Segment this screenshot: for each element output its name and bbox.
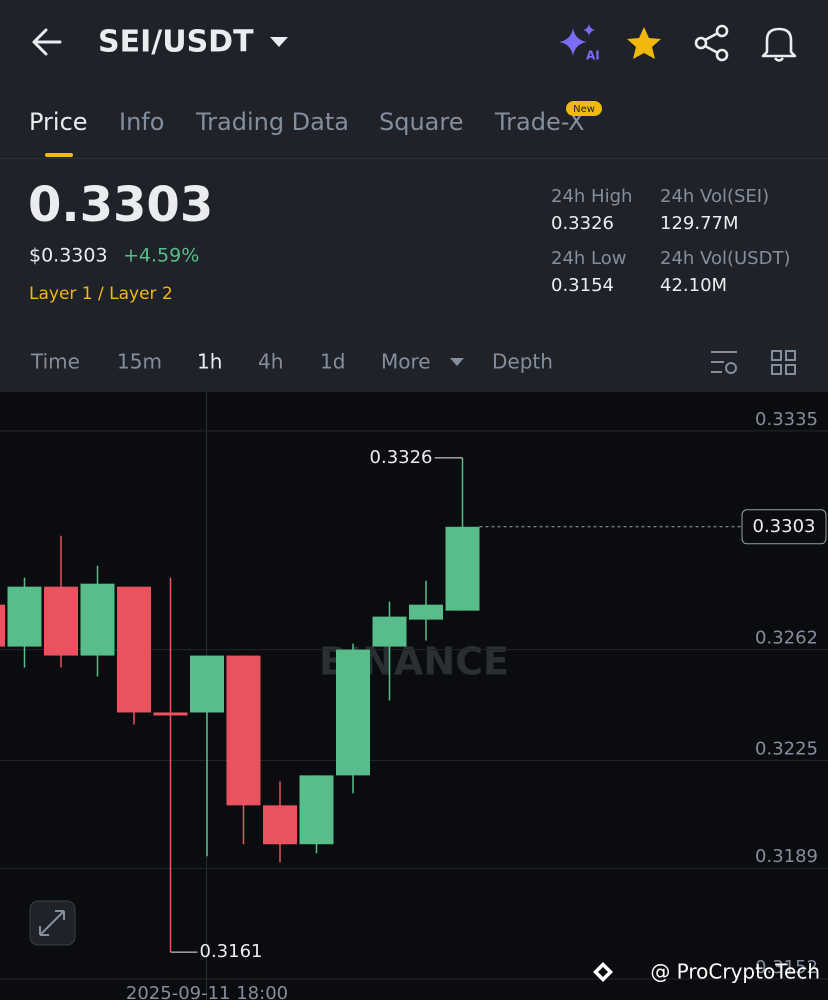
stat-label: 24h Vol(SEI) [660,186,769,207]
candle-body [80,583,115,656]
credit-icon [593,962,613,982]
stat-value: 42.10M [660,275,727,296]
candle-body [409,604,443,620]
pair-title[interactable]: SEI/USDT [98,25,254,60]
y-tick-label: 0.3189 [755,846,818,867]
candle-body [117,586,151,713]
usd-price: $0.3303 [29,245,108,267]
interval-option[interactable]: Depth [492,350,553,374]
sector-tag[interactable]: Layer 1 / Layer 2 [29,284,173,304]
candle-body [44,586,78,656]
last-price: 0.3303 [28,177,213,233]
stat-label: 24h High [551,186,632,207]
last-price-label: 0.3303 [753,516,816,537]
ai-icon[interactable]: AI [559,24,600,63]
svg-text:AI: AI [586,49,600,63]
credit: @ ProCryptoTech [650,960,820,984]
new-badge-text: New [573,104,595,115]
interval-option[interactable]: 1h [197,350,222,374]
favorite-star[interactable] [627,27,661,59]
candle-body [226,655,261,806]
interval-option[interactable]: Time [30,350,80,374]
last-price-tag [741,509,827,545]
interval-option[interactable]: 4h [258,350,283,374]
y-tick-label: 0.3152 [755,957,818,978]
tab[interactable]: Trading Data [195,108,349,136]
layout-icon[interactable] [771,350,796,375]
stat-value: 129.77M [660,213,739,234]
candle-body [7,586,42,647]
share-icon[interactable] [694,24,729,62]
candle-body [336,649,370,776]
high-label: 0.3326 [370,447,433,468]
interval-option[interactable]: More [381,350,431,374]
tab[interactable]: Square [379,108,464,136]
tab[interactable]: Info [119,108,164,136]
back-button[interactable] [32,28,62,56]
low-label: 0.3161 [200,941,263,962]
interval-option[interactable]: 1d [320,350,345,374]
price-change: +4.59% [123,245,199,267]
tab[interactable]: Price [29,108,88,136]
stat-label: 24h Low [551,248,626,269]
indicator-settings-icon[interactable] [711,351,737,374]
pair-dropdown[interactable] [270,37,288,47]
interval-option[interactable]: 15m [117,350,162,374]
candle-body [190,655,224,713]
x-tick-label: 2025-09-11 18:00 [126,983,288,1000]
y-tick-label: 0.3225 [755,738,818,759]
fullscreen-icon [39,910,65,936]
new-badge [566,101,602,116]
notification-bell[interactable] [761,27,797,62]
candle-body [445,526,480,611]
more-dropdown[interactable] [450,358,464,366]
candle-body [263,805,297,845]
top-panel [0,0,828,392]
active-tab-indicator [45,153,73,157]
y-tick-label: 0.3262 [755,628,818,649]
candle-body [0,604,5,647]
candle-body [153,712,188,716]
stat-label: 24h Vol(USDT) [660,248,790,269]
stat-value: 0.3154 [551,275,614,296]
candle-body [299,775,334,845]
candle-body [372,616,407,647]
y-tick-label: 0.3335 [755,409,818,430]
stat-value: 0.3326 [551,213,614,234]
